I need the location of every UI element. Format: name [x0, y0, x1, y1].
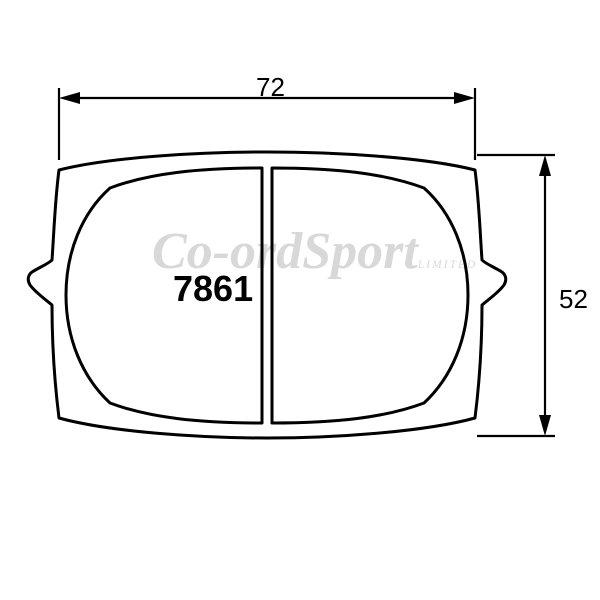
- dimension-height-group: [477, 155, 555, 436]
- brake-pad-outline: [28, 152, 505, 438]
- dimension-height-label: 52: [559, 284, 588, 315]
- drawing-svg: [0, 0, 600, 600]
- technical-drawing-canvas: Co-ordSportLIMITED: [0, 0, 600, 600]
- part-number-label: 7861: [173, 268, 253, 310]
- dimension-width-label: 72: [256, 72, 285, 103]
